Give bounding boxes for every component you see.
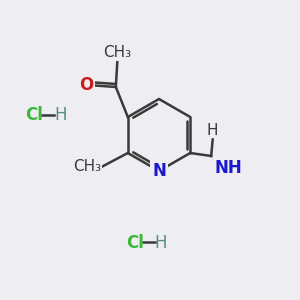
Text: O: O [79, 76, 93, 94]
Text: Cl: Cl [126, 234, 144, 252]
Text: H: H [54, 106, 67, 124]
Text: H: H [207, 123, 218, 138]
Text: N: N [152, 162, 166, 180]
Text: CH₃: CH₃ [103, 45, 131, 60]
Text: Cl: Cl [26, 106, 44, 124]
Text: NH: NH [214, 159, 242, 177]
Text: H: H [154, 234, 167, 252]
Text: CH₃: CH₃ [73, 159, 101, 174]
